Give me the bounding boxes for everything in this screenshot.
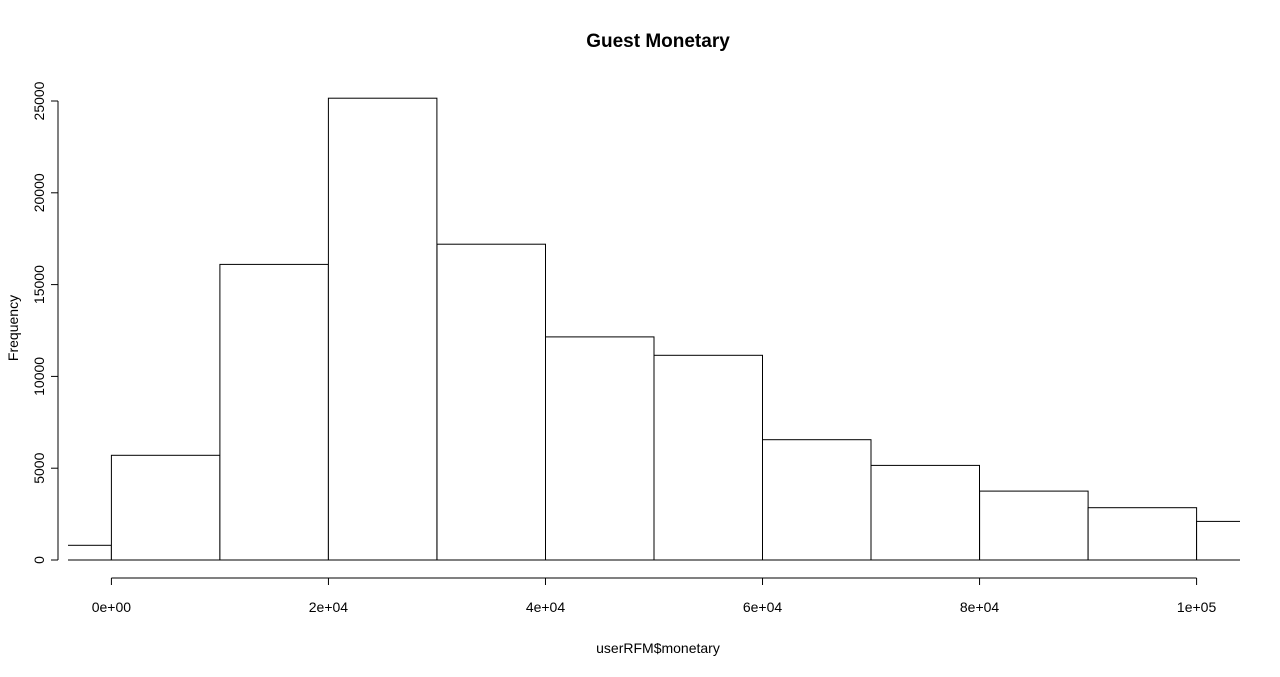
y-axis-title: Frequency [5,295,21,361]
x-tick-label: 0e+00 [92,599,132,615]
x-axis: 0e+00 2e+04 4e+04 6e+04 8e+04 1e+05 [92,577,1217,615]
x-tick-label: 2e+04 [309,599,349,615]
histogram-bar-8 [870,464,980,561]
x-tick-label: 8e+04 [960,599,1000,615]
histogram-bar-6 [653,354,763,561]
histogram-bar-10 [1087,507,1198,561]
y-axis: 0 5000 10000 15000 20000 25000 [31,81,59,564]
histogram-bar-0 [68,544,112,561]
chart-title: Guest Monetary [586,31,730,52]
x-axis-title: userRFM$monetary [596,640,720,656]
x-tick-label: 6e+04 [743,599,783,615]
y-tick-label: 10000 [31,357,47,396]
y-tick-label: 15000 [31,265,47,304]
y-tick-label: 20000 [31,173,47,212]
histogram-bar-3 [327,97,438,561]
histogram-bar-7 [762,439,872,561]
y-tick-label: 0 [31,556,47,564]
x-tick-label: 4e+04 [526,599,566,615]
y-tick-label: 25000 [31,81,47,120]
histogram-bar-1 [110,454,221,561]
y-tick-label: 5000 [31,452,47,483]
histogram-bar-9 [979,490,1089,561]
histogram-bar-2 [219,263,329,561]
histogram-bar-4 [436,243,546,561]
histogram-bar-11 [1196,520,1240,561]
histogram-bar-5 [545,336,655,561]
x-tick-label: 1e+05 [1177,599,1217,615]
histogram-bars [68,97,1240,561]
